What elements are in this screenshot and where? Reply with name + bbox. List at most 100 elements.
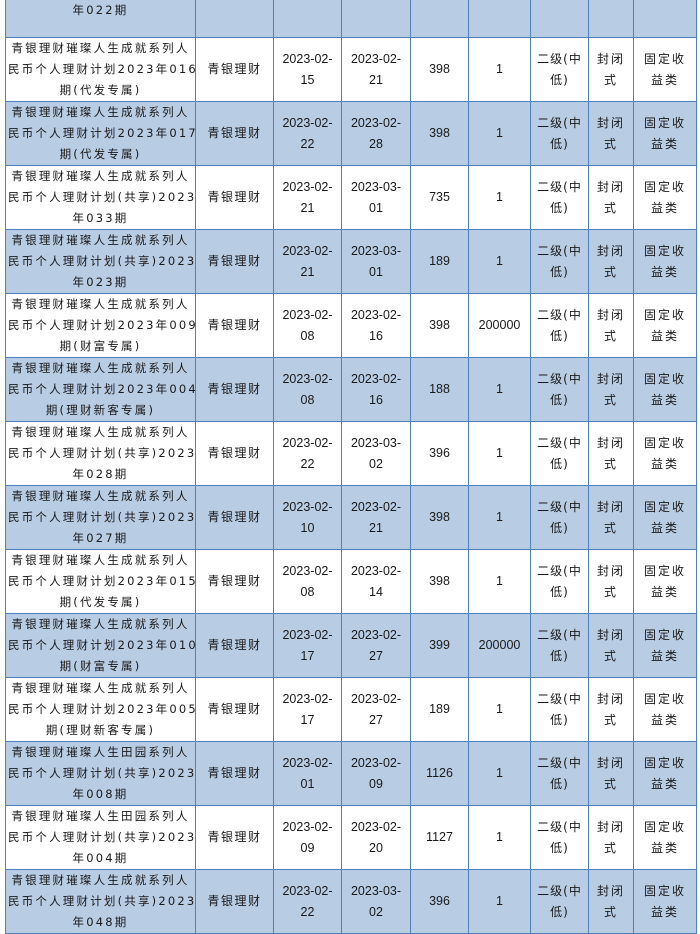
operation-type-text: 封闭式	[596, 691, 625, 727]
end-date-cell: 2023-03-02	[341, 869, 411, 934]
risk-level-cell: 二级(中低)	[530, 229, 589, 294]
issuer-cell: 青银理财	[195, 229, 274, 294]
product-name-line: 年033期	[72, 211, 129, 225]
product-name-line: 青银理财璀璨人生成就系列人	[11, 105, 190, 119]
product-name-line: 青银理财璀璨人生成就系列人	[11, 297, 190, 311]
end-date-cell	[341, 0, 411, 38]
product-name-line: 青银理财璀璨人生田园系列人	[11, 745, 190, 759]
operation-type-text: 封闭式	[596, 499, 625, 535]
start-date-cell: 2023-02-21	[273, 165, 342, 230]
term-days-text: 189	[429, 702, 450, 716]
end-date-text: 2023-03-01	[350, 179, 402, 215]
risk-level-cell: 二级(中低)	[530, 677, 589, 742]
issuer-cell: 青银理财	[195, 741, 274, 806]
product-category-cell: 固定收益类	[633, 869, 697, 934]
product-name-cell: 青银理财璀璨人生成就系列人 民币个人理财计划2023年004 期(理财新客专属)	[5, 357, 196, 422]
issuer-cell: 青银理财	[195, 677, 274, 742]
product-name-line: 民币个人理财计划2023年004	[8, 382, 196, 396]
min-amount-text: 1	[496, 510, 503, 524]
risk-level-cell: 二级(中低)	[530, 293, 589, 358]
table-row: 青银理财璀璨人生成就系列人 民币个人理财计划(共享)2023 年033期 青银理财 20…	[5, 165, 697, 230]
min-amount-text: 1	[496, 830, 503, 844]
risk-level-text: 二级(中低)	[537, 499, 582, 535]
issuer-cell: 青银理财	[195, 101, 274, 166]
product-name-cell: 青银理财璀璨人生成就系列人 民币个人理财计划2023年017 期(代发专属)	[5, 101, 196, 166]
end-date-cell: 2023-02-09	[341, 741, 411, 806]
product-name-line: 年027期	[72, 531, 129, 545]
product-name-line: 年028期	[72, 467, 129, 481]
term-days-text: 188	[429, 382, 450, 396]
issuer-text: 青银理财	[207, 702, 262, 716]
start-date-cell: 2023-02-08	[273, 293, 342, 358]
table-row: 青银理财璀璨人生成就系列人 民币个人理财计划2023年004 期(理财新客专属) 青银…	[5, 357, 697, 422]
operation-type-text: 封闭式	[596, 819, 625, 855]
issuer-cell: 青银理财	[195, 549, 274, 614]
min-amount-text: 200000	[478, 318, 521, 332]
product-name-line: 青银理财璀璨人生成就系列人	[11, 873, 190, 887]
product-name-cell: 青银理财璀璨人生田园系列人 民币个人理财计划(共享)2023 年004期	[5, 805, 196, 870]
issuer-cell: 青银理财	[195, 869, 274, 934]
operation-type-cell: 封闭式	[588, 549, 634, 614]
risk-level-cell	[530, 0, 589, 38]
term-days-cell: 396	[410, 421, 469, 486]
product-category-cell: 固定收益类	[633, 549, 697, 614]
product-category-cell: 固定收益类	[633, 293, 697, 358]
risk-level-text: 二级(中低)	[537, 819, 582, 855]
end-date-text: 2023-02-27	[350, 691, 402, 727]
start-date-cell: 2023-02-21	[273, 229, 342, 294]
risk-level-text: 二级(中低)	[537, 243, 582, 279]
operation-type-cell: 封闭式	[588, 229, 634, 294]
term-days-cell: 396	[410, 869, 469, 934]
min-amount-text: 1	[496, 382, 503, 396]
table-row: 青银理财璀璨人生成就系列人 民币个人理财计划2023年017 期(代发专属) 青银理财…	[5, 101, 697, 166]
table-row: 青银理财璀璨人生成就系列人 民币个人理财计划(共享)2023 年027期 青银理财 20…	[5, 485, 697, 550]
product-name-line: 民币个人理财计划2023年017	[8, 126, 196, 140]
product-category-text: 固定收益类	[643, 371, 686, 407]
issuer-cell: 青银理财	[195, 805, 274, 870]
risk-level-text: 二级(中低)	[537, 307, 582, 343]
risk-level-cell: 二级(中低)	[530, 869, 589, 934]
end-date-text: 2023-03-02	[350, 435, 402, 471]
product-name-cell: 青银理财璀璨人生成就系列人 民币个人理财计划2023年010 期(财富专属)	[5, 613, 196, 678]
operation-type-cell: 封闭式	[588, 677, 634, 742]
product-name-line: 年022期	[72, 3, 129, 17]
product-name-line: 年023期	[72, 275, 129, 289]
risk-level-text: 二级(中低)	[537, 115, 582, 151]
end-date-cell: 2023-02-20	[341, 805, 411, 870]
start-date-text: 2023-02-08	[282, 307, 333, 343]
end-date-text: 2023-02-20	[350, 819, 402, 855]
issuer-text: 青银理财	[207, 894, 262, 908]
start-date-text: 2023-02-08	[282, 371, 333, 407]
product-name-line: 期(代发专属)	[59, 83, 142, 97]
start-date-text: 2023-02-21	[282, 179, 333, 215]
operation-type-text: 封闭式	[596, 883, 625, 919]
product-name-line: 青银理财璀璨人生成就系列人	[11, 553, 190, 567]
end-date-text: 2023-02-21	[350, 51, 402, 87]
product-name-cell: 青银理财璀璨人生成就系列人 民币个人理财计划2023年015 期(代发专属)	[5, 549, 196, 614]
issuer-cell	[195, 0, 274, 38]
start-date-text: 2023-02-08	[282, 563, 333, 599]
product-name-line: 民币个人理财计划2023年009	[8, 318, 196, 332]
min-amount-cell: 200000	[468, 293, 531, 358]
operation-type-cell: 封闭式	[588, 293, 634, 358]
issuer-text: 青银理财	[207, 638, 262, 652]
start-date-cell: 2023-02-01	[273, 741, 342, 806]
product-name-line: 青银理财璀璨人生成就系列人	[11, 489, 190, 503]
product-name-line: 民币个人理财计划(共享)2023	[8, 894, 196, 908]
product-category-text: 固定收益类	[643, 691, 686, 727]
operation-type-text: 封闭式	[596, 755, 625, 791]
product-name-line: 民币个人理财计划(共享)2023	[8, 254, 196, 268]
operation-type-cell: 封闭式	[588, 869, 634, 934]
min-amount-cell: 1	[468, 37, 531, 102]
issuer-text: 青银理财	[207, 382, 262, 396]
term-days-cell: 398	[410, 37, 469, 102]
issuer-text: 青银理财	[207, 446, 262, 460]
operation-type-text: 封闭式	[596, 115, 625, 151]
risk-level-cell: 二级(中低)	[530, 805, 589, 870]
product-name-cell: 年022期	[5, 0, 196, 38]
start-date-text: 2023-02-17	[282, 627, 333, 663]
term-days-cell: 189	[410, 677, 469, 742]
term-days-cell: 1127	[410, 805, 469, 870]
operation-type-text: 封闭式	[596, 371, 625, 407]
operation-type-cell: 封闭式	[588, 357, 634, 422]
